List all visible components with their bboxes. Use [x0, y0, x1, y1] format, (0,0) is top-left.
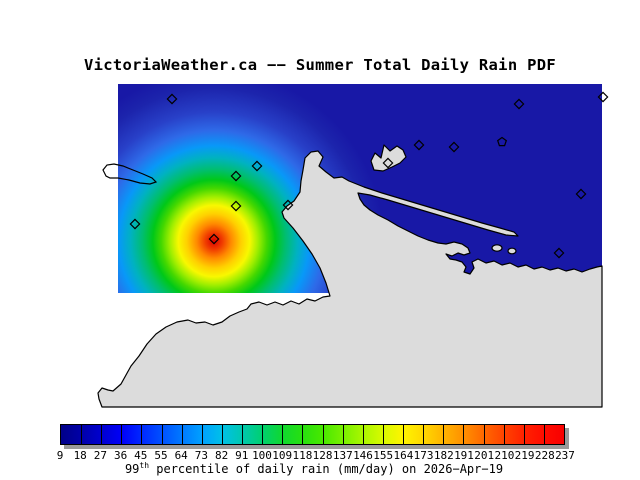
- station-marker: [413, 139, 425, 151]
- colorbar-tick: 45: [134, 449, 148, 462]
- island-outline: [102, 163, 158, 185]
- station-marker: [448, 141, 460, 153]
- station-marker: [553, 247, 565, 259]
- station-marker: [282, 199, 294, 211]
- colorbar-tick: 64: [174, 449, 188, 462]
- colorbar-divider: [342, 425, 344, 444]
- station-marker: [129, 218, 141, 230]
- caption-number: 99: [124, 462, 140, 476]
- station-marker: [230, 200, 242, 212]
- colorbar-tick: 182: [433, 449, 454, 462]
- colorbar-tick: 146: [353, 449, 373, 462]
- islet: [507, 247, 517, 255]
- colorbar-divider: [282, 425, 284, 444]
- colorbar-divider: [141, 425, 143, 444]
- colorbar-divider: [523, 425, 525, 444]
- caption-text: percentile of daily rain (mm/day) on 202…: [149, 462, 504, 476]
- colorbar-tick: 164: [393, 449, 414, 462]
- colorbar-divider: [181, 425, 183, 444]
- colorbar-tick: 118: [292, 449, 313, 462]
- station-marker: [382, 157, 394, 169]
- land-mass-main: [97, 150, 603, 408]
- colorbar-divider: [121, 425, 123, 444]
- colorbar-tick: 91: [235, 449, 249, 462]
- colorbar-divider: [221, 425, 223, 444]
- colorbar-divider: [423, 425, 425, 444]
- colorbar-tick: 82: [214, 449, 229, 462]
- colorbar-divider: [262, 425, 264, 444]
- colorbar-divider: [322, 425, 324, 444]
- colorbar-tick: 128: [312, 449, 333, 462]
- colorbar-divider: [403, 425, 405, 444]
- colorbar-caption: 99th percentile of daily rain (mm/day) o…: [0, 461, 628, 476]
- station-marker: [208, 233, 220, 245]
- colorbar-tick: 36: [113, 449, 128, 462]
- colorbar-tick: 155: [373, 449, 394, 462]
- colorbar-divider: [302, 425, 304, 444]
- island-prongs: [370, 144, 407, 172]
- colorbar-divider: [201, 425, 203, 444]
- colorbar-tick: 237: [555, 449, 575, 462]
- colorbar-divider: [161, 425, 163, 444]
- page-title: VictoriaWeather.ca −− Summer Total Daily…: [84, 56, 556, 74]
- colorbar-divider: [443, 425, 445, 444]
- colorbar: [60, 424, 565, 445]
- station-marker: [496, 136, 508, 147]
- colorbar-tick: 201: [474, 449, 495, 462]
- colorbar-tick: 27: [93, 449, 108, 462]
- colorbar-tick: 73: [194, 449, 209, 462]
- station-marker: [251, 160, 263, 172]
- station-marker: [230, 170, 242, 182]
- colorbar-divider: [543, 425, 545, 444]
- colorbar-divider: [242, 425, 244, 444]
- colorbar-tick: 18: [73, 449, 87, 462]
- colorbar-tick: 55: [154, 449, 168, 462]
- colorbar-divider: [463, 425, 465, 444]
- station-marker: [513, 98, 525, 110]
- colorbar-tick-labels: 9 18 27 36 45 55 64 73 82 91 100 109 118 128 137 146 155…: [56, 449, 575, 462]
- station-marker: [575, 188, 587, 200]
- colorbar-tick: 109: [272, 449, 293, 462]
- colorbar-divider: [503, 425, 505, 444]
- colorbar-divider: [81, 425, 83, 444]
- caption-ordinal: th: [139, 461, 150, 470]
- colorbar-divider: [382, 425, 384, 444]
- colorbar-tick: 100: [252, 449, 272, 462]
- station-markers: [129, 91, 609, 259]
- station-marker: [166, 93, 178, 105]
- station-marker: [597, 91, 609, 103]
- colorbar-tick: 137: [332, 449, 353, 462]
- colorbar-divider: [483, 425, 485, 444]
- colorbar-tick: 219: [514, 449, 535, 462]
- colorbar-tick: 191: [454, 449, 474, 462]
- colorbar-tick: 173: [413, 449, 434, 462]
- colorbar-tick: 210: [494, 449, 515, 462]
- colorbar-divider: [101, 425, 103, 444]
- colorbar-tick: 9: [56, 449, 64, 462]
- colorbar-tick: 228: [534, 449, 555, 462]
- islet: [491, 244, 503, 252]
- colorbar-divider: [362, 425, 364, 444]
